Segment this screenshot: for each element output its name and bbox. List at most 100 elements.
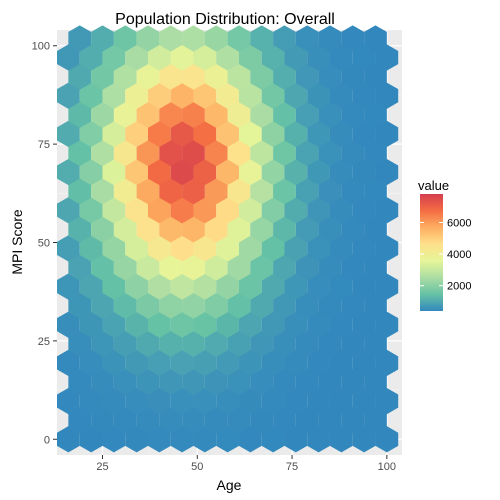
hex-bin	[125, 158, 148, 186]
hex-bin	[68, 101, 92, 128]
hex-bin	[136, 330, 160, 357]
hex-bin	[204, 407, 228, 434]
hex-bin	[159, 407, 183, 434]
hex-bin	[307, 197, 330, 224]
hex-bin	[57, 44, 80, 71]
hex-bin	[204, 63, 228, 90]
hex-bin	[318, 178, 342, 205]
hex-bin	[250, 25, 274, 52]
hex-bin	[284, 387, 308, 415]
chart-title: Population Distribution: Overall	[115, 11, 335, 28]
hex-bin	[250, 254, 274, 281]
hex-bin	[227, 63, 251, 90]
hex-bin	[125, 197, 148, 224]
hex-bin	[102, 120, 126, 148]
hex-bin	[227, 25, 251, 52]
hex-bin	[250, 368, 274, 396]
hex-bin	[193, 387, 217, 415]
hex-bin	[204, 25, 228, 52]
hex-bin	[170, 235, 194, 262]
hex-bin	[57, 273, 80, 300]
hex-bin	[375, 387, 399, 415]
y-tick-label: 50	[38, 238, 50, 250]
hex-bin	[295, 25, 319, 52]
hex-bin	[227, 407, 251, 434]
hex-bin	[159, 368, 183, 396]
hex-bin	[352, 197, 376, 224]
hex-bin	[125, 426, 148, 453]
hex-bin	[113, 254, 137, 281]
hex-bin	[295, 101, 319, 128]
hex-bin	[364, 25, 387, 52]
hex-bin	[147, 311, 171, 338]
hex-bin	[284, 273, 308, 300]
hex-bin	[57, 349, 80, 377]
hex-bin	[136, 292, 160, 319]
hex-bin	[147, 387, 171, 415]
hex-bin	[147, 426, 171, 453]
hex-bin	[170, 44, 194, 71]
hex-bin	[341, 292, 365, 319]
hex-bin	[284, 426, 308, 453]
hex-bin	[193, 235, 217, 262]
hex-bin	[307, 82, 330, 109]
hex-bin	[295, 254, 319, 281]
hex-bin	[364, 101, 387, 128]
hex-bin	[147, 273, 171, 300]
hex-bin	[261, 349, 285, 377]
hex-bin	[102, 349, 126, 377]
hex-bin	[193, 120, 217, 148]
hex-bin	[182, 216, 205, 243]
hex-bin	[307, 120, 330, 148]
hex-bin	[204, 178, 228, 205]
hex-bin	[329, 311, 353, 338]
hex-bin	[79, 197, 103, 224]
hex-bin	[57, 311, 80, 338]
hex-bin	[352, 311, 376, 338]
y-tick-label: 25	[38, 336, 50, 348]
hex-bin	[170, 158, 194, 186]
hex-bin	[238, 426, 262, 453]
hex-bin	[79, 120, 103, 148]
hex-bin	[182, 101, 205, 128]
hex-bin	[284, 311, 308, 338]
legend-tick-label: 6000	[447, 217, 471, 229]
hex-bin	[91, 368, 114, 396]
hex-bin	[193, 349, 217, 377]
hex-bin	[318, 292, 342, 319]
hex-bin	[182, 407, 205, 434]
hex-bin	[113, 330, 137, 357]
hex-bin	[273, 63, 296, 90]
hex-bin	[364, 178, 387, 205]
hex-bin	[273, 407, 296, 434]
hex-bin	[238, 44, 262, 71]
hex-bin	[375, 426, 399, 453]
hex-bin	[91, 139, 114, 167]
hex-bin	[102, 311, 126, 338]
hex-bin	[261, 311, 285, 338]
hex-bin	[307, 387, 330, 415]
hex-bin	[273, 139, 296, 167]
hex-bin	[261, 44, 285, 71]
hex-bin	[227, 254, 251, 281]
hex-bin	[341, 139, 365, 167]
hex-bin	[57, 120, 80, 148]
hex-bin	[295, 368, 319, 396]
hex-bin	[182, 63, 205, 90]
hex-bin	[79, 82, 103, 109]
y-tick-label: 0	[44, 434, 50, 446]
hex-bin	[102, 82, 126, 109]
hex-bin	[204, 101, 228, 128]
y-tick-label: 75	[38, 139, 50, 151]
hex-bin	[193, 197, 217, 224]
hex-bin	[329, 387, 353, 415]
hex-bin	[341, 330, 365, 357]
hex-bin	[91, 216, 114, 243]
hex-bin	[261, 120, 285, 148]
hex-bin	[318, 25, 342, 52]
hex-bin	[159, 63, 183, 90]
hex-bin	[329, 426, 353, 453]
hex-bin	[261, 82, 285, 109]
hex-bin	[113, 101, 137, 128]
